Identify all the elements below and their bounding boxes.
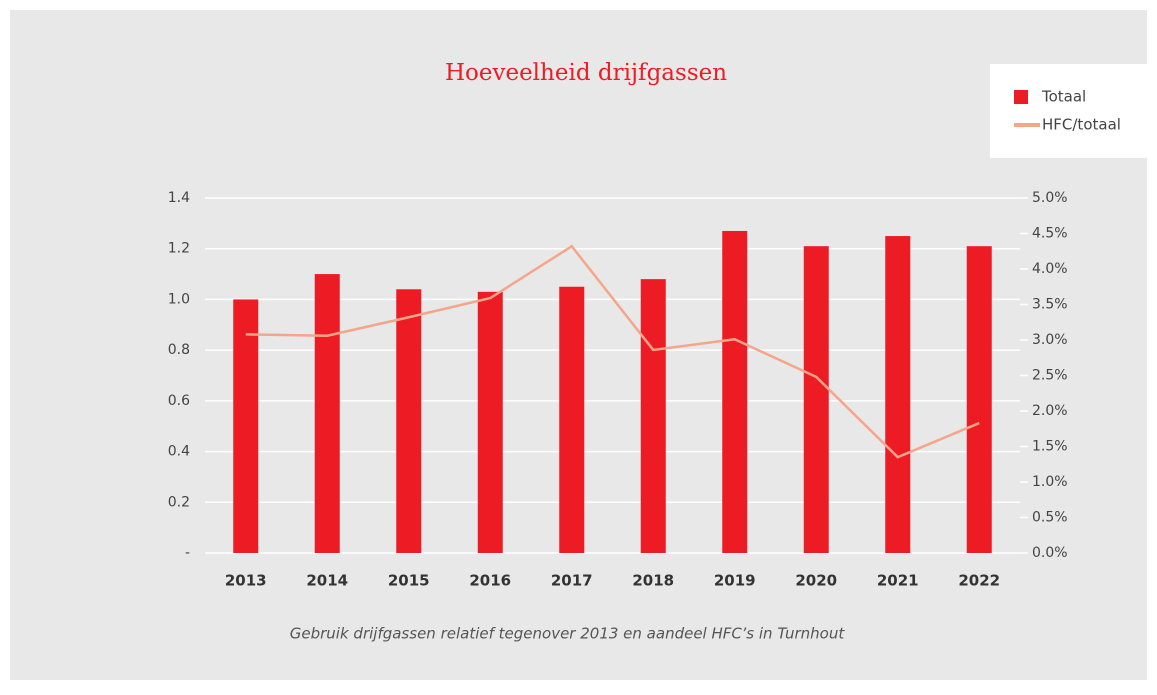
x-tick-label: 2020 [795,572,837,590]
y-tick-label: 0.4 [168,444,190,460]
y-tick-label: 0.2 [168,494,190,510]
legend-swatch [1014,90,1028,104]
bar [966,246,992,553]
y-tick-label: - [185,545,190,561]
y2-tick-label: 2.0% [1032,403,1068,419]
y-tick-label: 1.4 [168,190,190,206]
x-tick-label: 2019 [714,572,756,590]
y2-tick-label: 4.5% [1032,226,1068,242]
y2-tick-label: 3.0% [1032,332,1068,348]
bar [885,236,911,554]
y2-tick-label: 3.5% [1032,297,1068,313]
y2-tick-label: 0.0% [1032,545,1068,561]
bar [559,286,585,553]
x-tick-label: 2015 [388,572,430,590]
caption: Gebruik drijfgassen relatief tegenover 2… [290,625,846,643]
bar [640,279,666,553]
x-tick-label: 2018 [632,572,674,590]
y2-tick-label: 5.0% [1032,190,1068,206]
y-tick-label: 1.2 [168,241,190,257]
y2-tick-label: 2.5% [1032,368,1068,384]
y-tick-label: 0.6 [168,393,190,409]
x-tick-label: 2016 [469,572,511,590]
x-tick-label: 2022 [958,572,1000,590]
bar [722,230,748,553]
legend-label: HFC/totaal [1042,116,1121,134]
y-tick-label: 1.0 [168,291,190,307]
bar [477,291,503,553]
bar [803,246,829,553]
y-tick-label: 0.8 [168,342,190,358]
line [245,244,980,459]
y2-tick-label: 0.5% [1032,510,1068,526]
legend-label: Totaal [1041,88,1086,106]
legend-box [990,64,1147,158]
y2-tick-label: 4.0% [1032,261,1068,277]
bar [314,274,340,553]
y2-tick-label: 1.5% [1032,439,1068,455]
bar [233,299,259,553]
x-tick-label: 2013 [225,572,267,590]
x-tick-label: 2021 [877,572,919,590]
x-tick-label: 2017 [551,572,593,590]
y2-tick-label: 1.0% [1032,474,1068,490]
chart-title: Hoeveelheid drijfgassen [445,60,727,86]
bar [396,289,422,553]
x-tick-label: 2014 [306,572,348,590]
